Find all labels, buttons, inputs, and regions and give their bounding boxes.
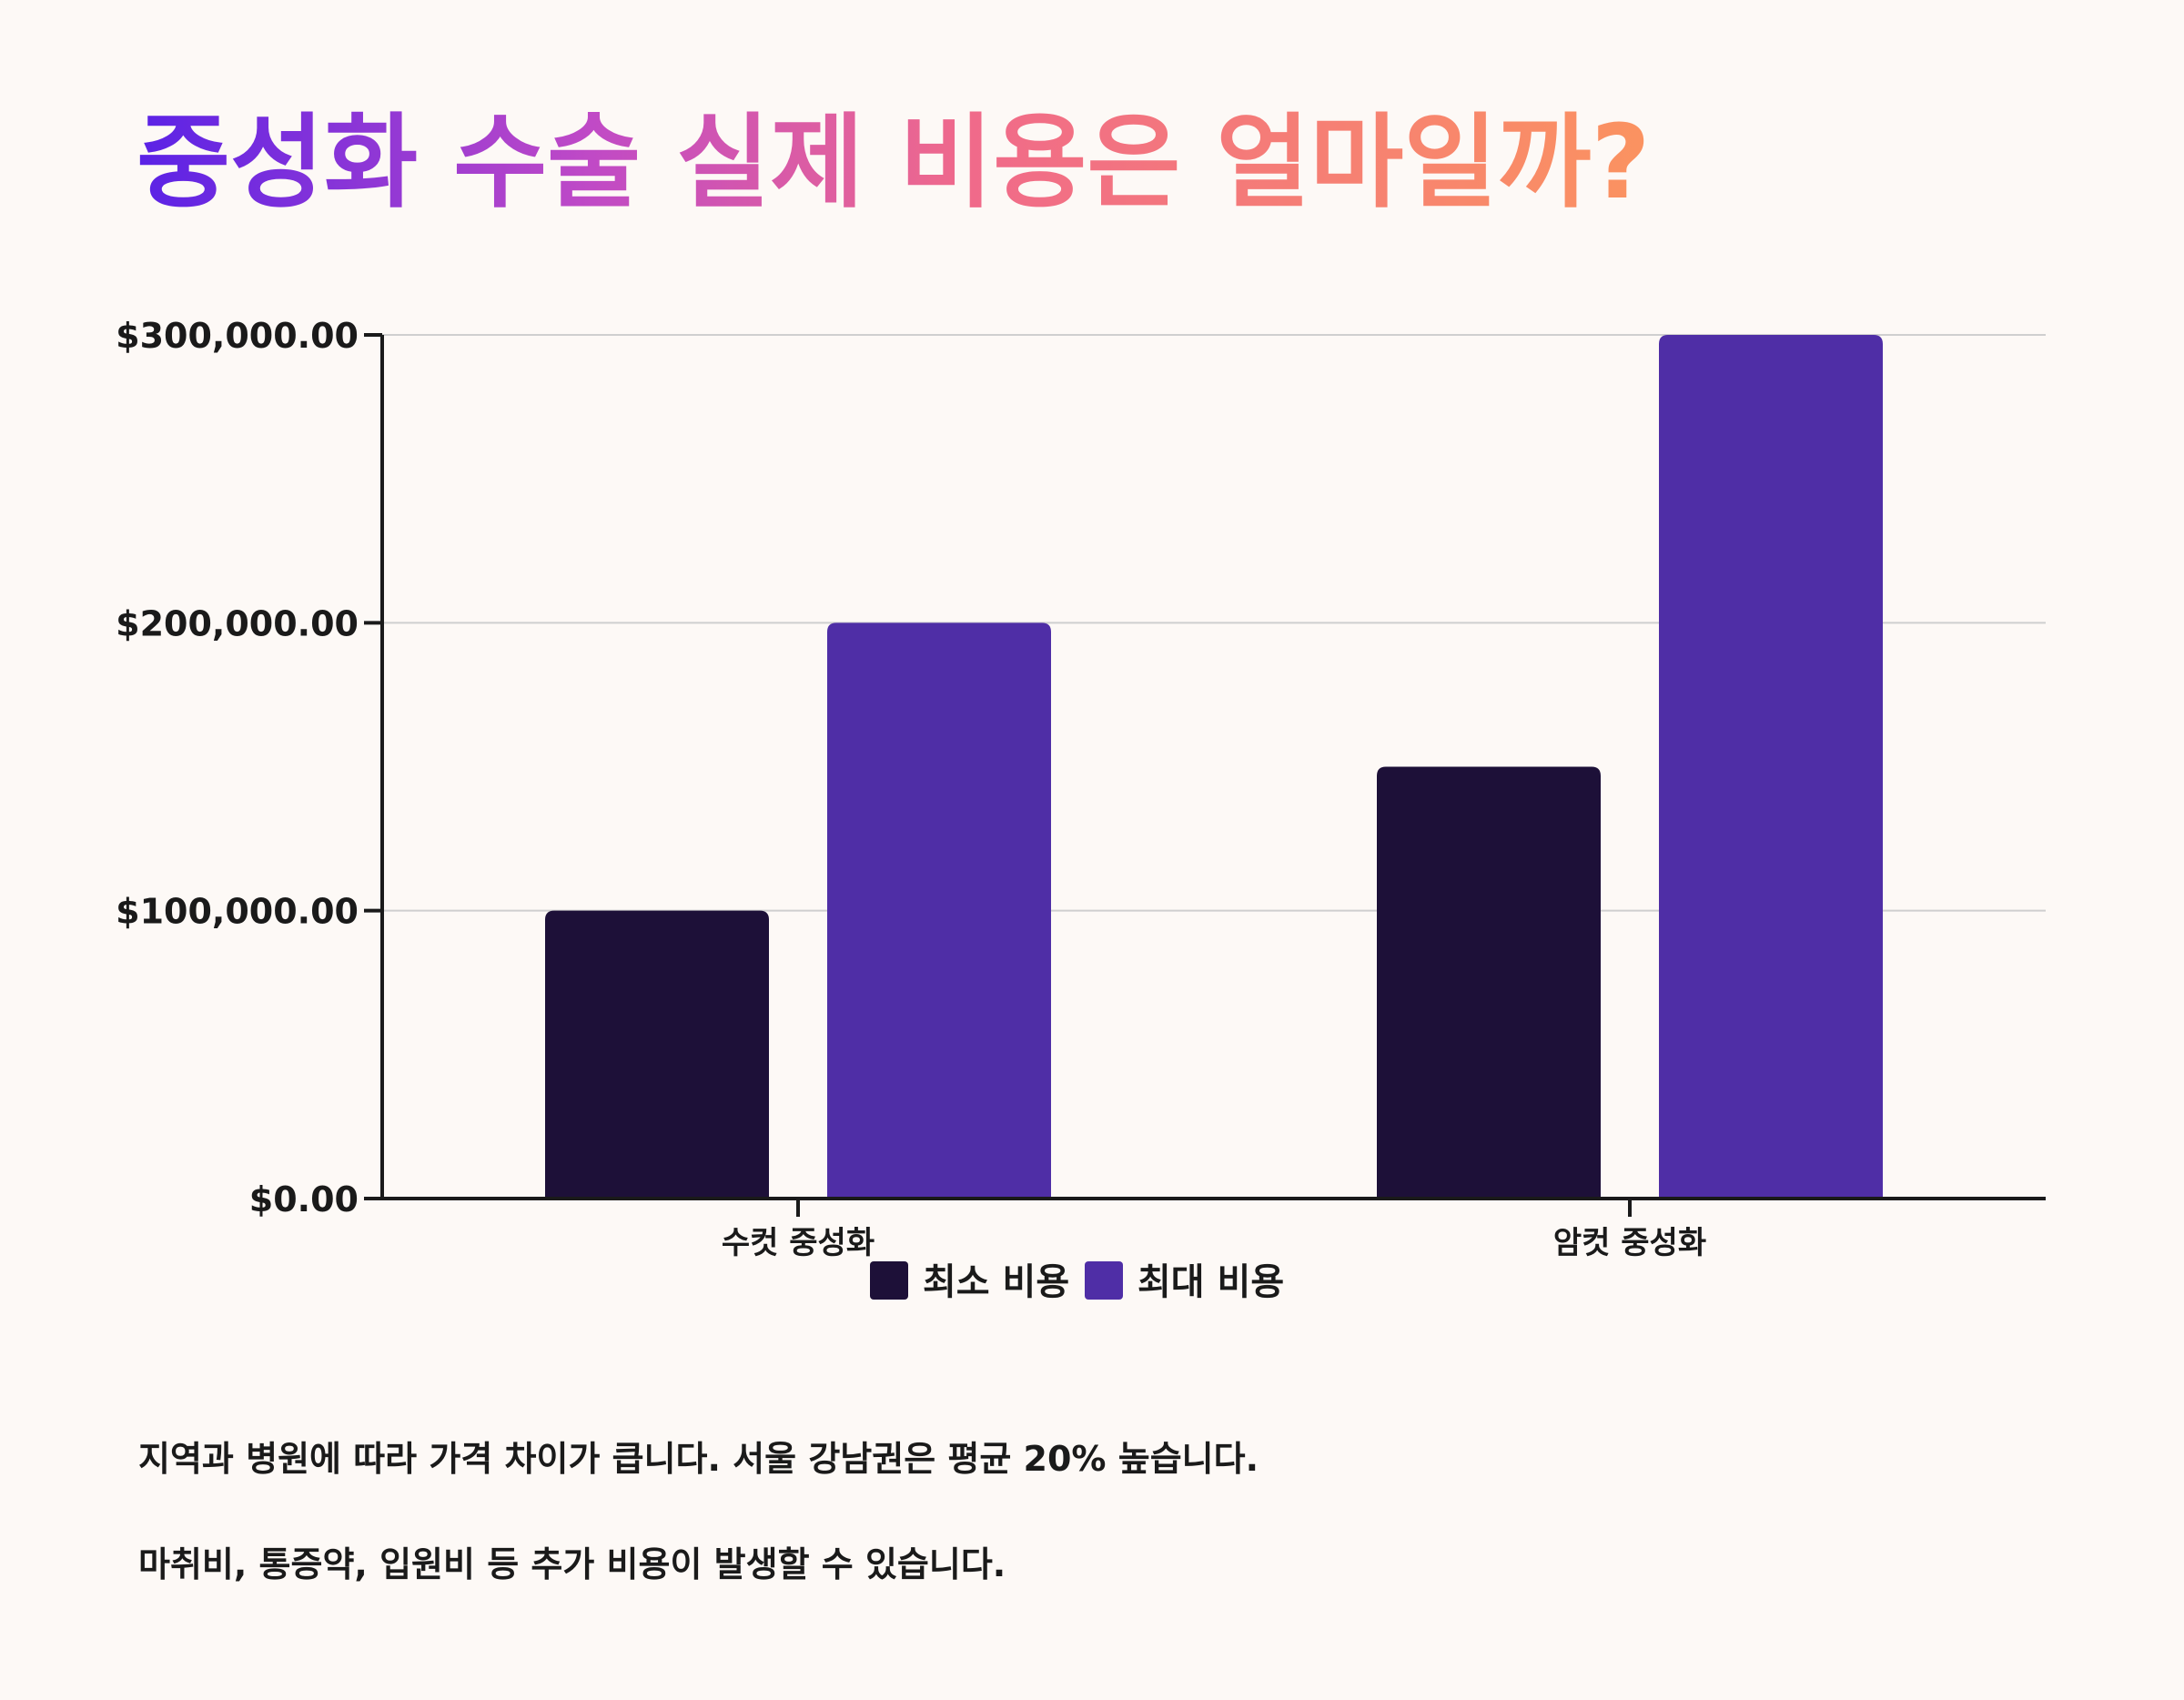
legend-swatch-0[interactable] <box>870 1261 908 1300</box>
bar-chart: $0.00 $100,000.00 $200,000.00 $300,000.00 수컷… <box>116 316 2046 1303</box>
note-regional-price: 지역과 병원에 따라 가격 차이가 큽니다. 서울 강남권은 평균 20% 높습… <box>138 1439 1259 1479</box>
page-title: 중성화 수술 실제 비용은 얼마일까? <box>136 102 1651 224</box>
x-tick-label: 수컷 중성화 <box>722 1225 875 1261</box>
y-tick-label: $0.00 <box>249 1179 359 1219</box>
bar-min-1[interactable] <box>1377 766 1601 1199</box>
bar-max-1[interactable] <box>1659 335 1883 1199</box>
x-tick-label: 암컷 중성화 <box>1553 1225 1706 1261</box>
axes: $0.00 $100,000.00 $200,000.00 $300,000.00 수컷… <box>116 316 2046 1261</box>
legend-swatch-1[interactable] <box>1085 1261 1123 1300</box>
legend-label-1[interactable]: 최대 비용 <box>1138 1261 1284 1303</box>
legend[interactable]: 최소 비용 최대 비용 <box>870 1261 1284 1303</box>
y-tick-label: $300,000.00 <box>116 316 359 356</box>
note-additional-costs: 마취비, 통증약, 입원비 등 추가 비용이 발생할 수 있습니다. <box>138 1544 1006 1584</box>
bar-max-0[interactable] <box>827 622 1051 1199</box>
bar-min-0[interactable] <box>545 910 769 1199</box>
legend-label-0[interactable]: 최소 비용 <box>923 1261 1069 1303</box>
y-tick-label: $100,000.00 <box>116 892 359 932</box>
bars <box>545 335 1883 1199</box>
y-tick-label: $200,000.00 <box>116 603 359 643</box>
